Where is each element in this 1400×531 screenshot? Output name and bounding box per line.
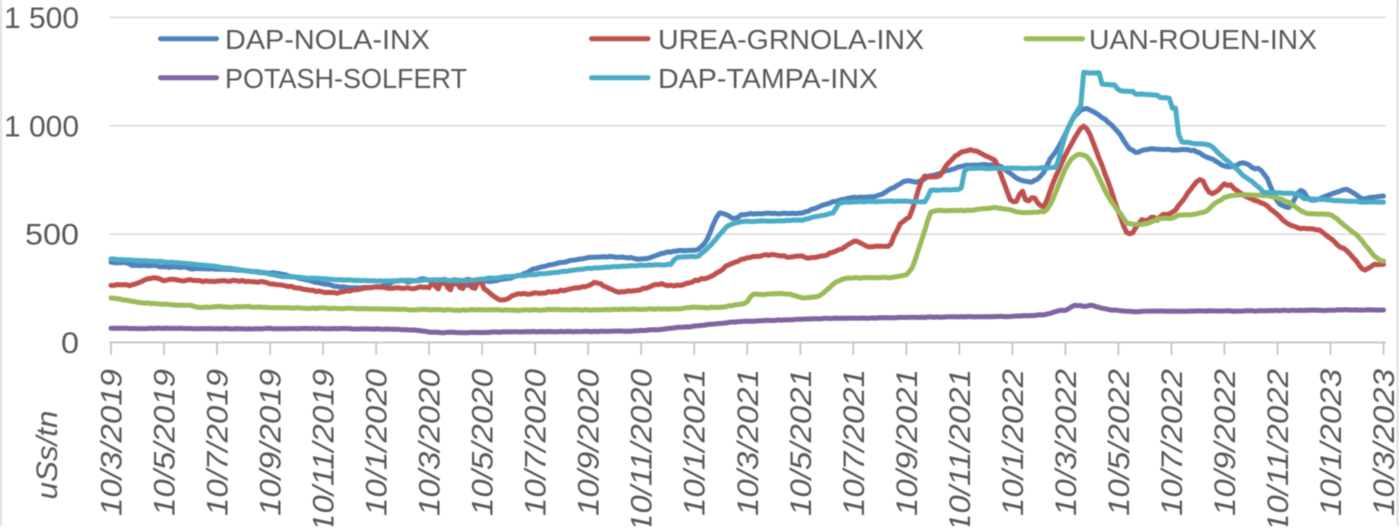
svg-text:10/7/2019: 10/7/2019 — [202, 369, 235, 516]
svg-text:10/11/2020: 10/11/2020 — [626, 369, 659, 526]
svg-text:10/5/2021: 10/5/2021 — [785, 369, 818, 516]
svg-text:DAP-NOLA-INX: DAP-NOLA-INX — [225, 24, 430, 55]
svg-text:UREA-GRNOLA-INX: UREA-GRNOLA-INX — [658, 24, 924, 55]
svg-text:10/5/2019: 10/5/2019 — [149, 369, 182, 516]
svg-text:10/11/2021: 10/11/2021 — [944, 369, 977, 526]
svg-text:10/1/2020: 10/1/2020 — [361, 369, 394, 516]
svg-text:10/7/2020: 10/7/2020 — [520, 369, 553, 516]
svg-text:1 500: 1 500 — [4, 2, 79, 35]
svg-text:10/11/2022: 10/11/2022 — [1262, 369, 1295, 526]
svg-text:POTASH-SOLFERT: POTASH-SOLFERT — [225, 63, 467, 94]
svg-text:10/11/2019: 10/11/2019 — [308, 369, 341, 526]
svg-text:10/1/2023: 10/1/2023 — [1315, 369, 1348, 516]
svg-text:uSs/tn: uSs/tn — [31, 411, 64, 500]
svg-text:10/3/2020: 10/3/2020 — [414, 369, 447, 516]
svg-text:1 000: 1 000 — [4, 110, 79, 143]
svg-text:10/9/2021: 10/9/2021 — [891, 369, 924, 516]
svg-text:10/7/2022: 10/7/2022 — [1156, 369, 1189, 516]
svg-text:500: 500 — [25, 219, 79, 252]
svg-text:10/5/2022: 10/5/2022 — [1103, 369, 1136, 516]
svg-text:DAP-TAMPA-INX: DAP-TAMPA-INX — [658, 63, 878, 94]
svg-text:10/7/2021: 10/7/2021 — [838, 369, 871, 516]
svg-text:10/3/2019: 10/3/2019 — [96, 369, 129, 516]
svg-text:10/3/2021: 10/3/2021 — [732, 369, 765, 516]
svg-text:UAN-ROUEN-INX: UAN-ROUEN-INX — [1089, 24, 1317, 55]
svg-text:10/5/2020: 10/5/2020 — [467, 369, 500, 516]
svg-text:10/9/2019: 10/9/2019 — [255, 369, 288, 516]
svg-text:10/1/2021: 10/1/2021 — [679, 369, 712, 516]
svg-text:10/1/2022: 10/1/2022 — [997, 369, 1030, 516]
svg-text:0: 0 — [61, 327, 79, 360]
svg-text:10/3/2022: 10/3/2022 — [1050, 369, 1083, 516]
svg-text:10/9/2022: 10/9/2022 — [1209, 369, 1242, 516]
svg-text:10/3/2023: 10/3/2023 — [1368, 369, 1400, 516]
svg-text:10/9/2020: 10/9/2020 — [573, 369, 606, 516]
